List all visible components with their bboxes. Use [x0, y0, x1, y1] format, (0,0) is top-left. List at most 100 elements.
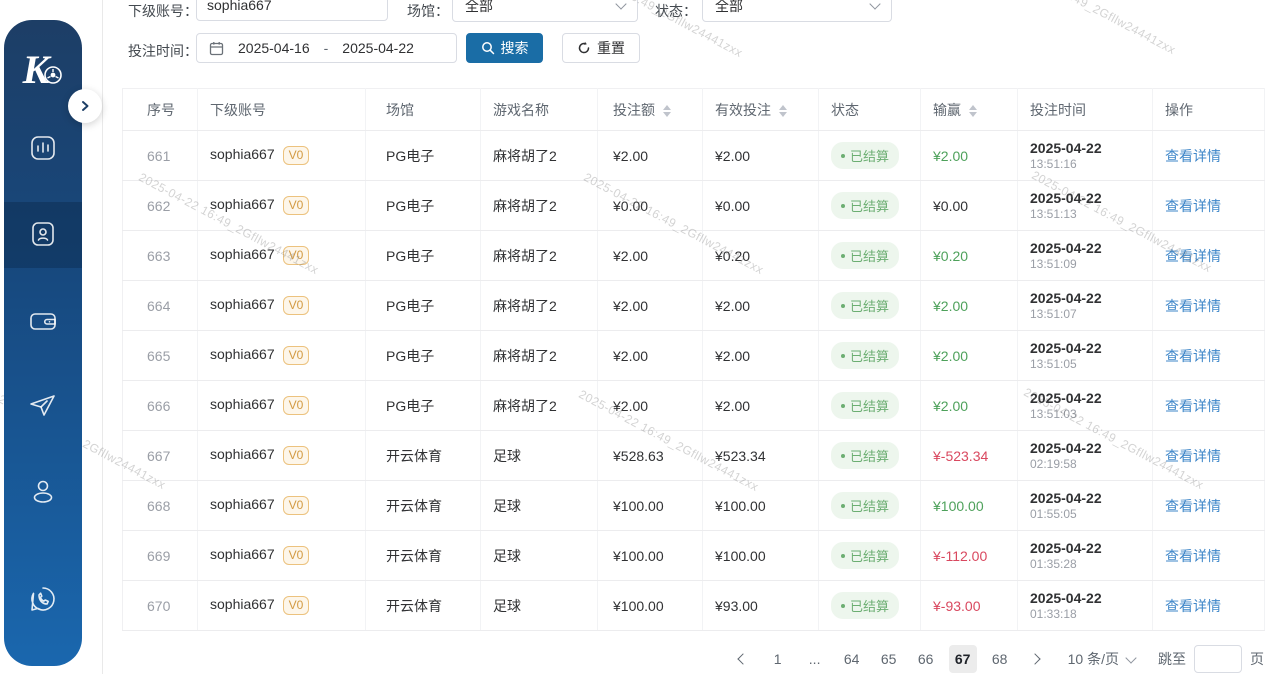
- status-label: 已结算: [850, 349, 890, 364]
- brand-logo[interactable]: K: [4, 42, 82, 98]
- cell-status: 已结算: [818, 430, 921, 481]
- page-number-65[interactable]: 65: [880, 651, 897, 667]
- cell-account: sophia667 V0: [197, 130, 366, 181]
- cell-bet-amount: ¥2.00: [597, 230, 703, 281]
- chevron-right-icon: [82, 101, 89, 111]
- cell-winloss: ¥2.00: [920, 330, 1018, 381]
- column-header: 投注时间: [1017, 88, 1153, 131]
- account-name: sophia667: [210, 446, 275, 462]
- cell-game-name: 麻将胡了2: [480, 180, 598, 231]
- view-details-link[interactable]: 查看详情: [1165, 297, 1221, 314]
- sidebar-item-members[interactable]: [4, 202, 82, 268]
- cell-bet-time: 2025-04-22 01:33:18: [1017, 580, 1153, 631]
- page-number-68[interactable]: 68: [991, 651, 1008, 667]
- level-badge: V0: [282, 296, 310, 315]
- bet-records-table: 序号 下级账号 场馆 游戏名称 投注额 有效投注 状态 输赢 投注时间 操作 661 sophia6…: [122, 88, 1265, 631]
- column-header[interactable]: 有效投注: [702, 88, 819, 131]
- cell-account: sophia667 V0: [197, 430, 366, 481]
- sidebar-item-wallet[interactable]: [4, 289, 82, 355]
- date-range-picker[interactable]: 2025-04-16 - 2025-04-22: [196, 33, 457, 63]
- bet-time: 13:51:09: [1030, 257, 1077, 271]
- search-icon: [481, 42, 494, 55]
- sidebar-item-promotion[interactable]: [4, 374, 82, 440]
- cell-action: 查看详情: [1152, 130, 1265, 181]
- status-label: 已结算: [850, 149, 890, 164]
- view-details-link[interactable]: 查看详情: [1165, 347, 1221, 364]
- logo-letter: K: [22, 47, 50, 92]
- bet-date: 2025-04-22: [1030, 390, 1102, 406]
- bet-time: 13:51:05: [1030, 357, 1077, 371]
- next-page-button[interactable]: [1023, 645, 1051, 673]
- view-details-link[interactable]: 查看详情: [1165, 147, 1221, 164]
- cell-venue: PG电子: [365, 230, 481, 281]
- prev-page-button[interactable]: [727, 645, 755, 673]
- sort-icon[interactable]: [969, 104, 977, 117]
- column-header[interactable]: 输赢: [920, 88, 1018, 131]
- sidebar-item-stats[interactable]: [4, 116, 82, 182]
- table-row: 670 sophia667 V0 开云体育 足球 ¥100.00 ¥93.00 已结算 ¥-93…: [122, 580, 1265, 631]
- cell-status: 已结算: [818, 180, 921, 231]
- page-number-67[interactable]: 67: [948, 645, 977, 673]
- status-select[interactable]: 全部: [702, 0, 892, 22]
- person-icon: [27, 476, 59, 511]
- view-details-link[interactable]: 查看详情: [1165, 247, 1221, 264]
- sidebar-item-support[interactable]: [4, 568, 82, 634]
- jump-page-input[interactable]: [1194, 645, 1242, 673]
- bet-date: 2025-04-22: [1030, 490, 1102, 506]
- cell-winloss: ¥0.20: [920, 230, 1018, 281]
- cell-game-name: 麻将胡了2: [480, 130, 598, 181]
- page-size-select[interactable]: 10 条/页: [1068, 649, 1137, 669]
- cell-action: 查看详情: [1152, 580, 1265, 631]
- status-label: 已结算: [850, 199, 890, 214]
- cell-row-number: 667: [122, 430, 198, 481]
- page-number-66[interactable]: 66: [917, 651, 934, 667]
- sidebar-expand-button[interactable]: [68, 89, 102, 123]
- watermark-text: 2025-04-22 16:49_2Gfllw24441zxx: [993, 0, 1179, 58]
- bet-date: 2025-04-22: [1030, 540, 1102, 556]
- view-details-link[interactable]: 查看详情: [1165, 597, 1221, 614]
- venue-select[interactable]: 全部: [452, 0, 638, 22]
- cell-valid-bet: ¥0.00: [702, 180, 819, 231]
- column-header[interactable]: 投注额: [597, 88, 703, 131]
- table-row: 666 sophia667 V0 PG电子 麻将胡了2 ¥2.00 ¥2.00 已结算 ¥2.0…: [122, 380, 1265, 431]
- cell-winloss: ¥100.00: [920, 480, 1018, 531]
- cell-row-number: 661: [122, 130, 198, 181]
- cell-venue: 开云体育: [365, 580, 481, 631]
- cell-status: 已结算: [818, 230, 921, 281]
- view-details-link[interactable]: 查看详情: [1165, 397, 1221, 414]
- cell-status: 已结算: [818, 380, 921, 431]
- search-button[interactable]: 搜索: [466, 33, 543, 63]
- level-badge: V0: [282, 346, 310, 365]
- page-number-1[interactable]: 1: [773, 651, 782, 667]
- cell-game-name: 足球: [480, 530, 598, 581]
- view-details-link[interactable]: 查看详情: [1165, 197, 1221, 214]
- cell-valid-bet: ¥0.20: [702, 230, 819, 281]
- phone-bubble-icon: [27, 584, 59, 619]
- column-header: 状态: [818, 88, 921, 131]
- cell-winloss: ¥-93.00: [920, 580, 1018, 631]
- sidebar: K: [4, 20, 82, 666]
- cell-status: 已结算: [818, 280, 921, 331]
- cell-action: 查看详情: [1152, 530, 1265, 581]
- view-details-link[interactable]: 查看详情: [1165, 547, 1221, 564]
- level-badge: V0: [282, 396, 310, 415]
- sort-icon[interactable]: [663, 104, 671, 117]
- bet-time: 01:33:18: [1030, 607, 1077, 621]
- sidebar-item-profile[interactable]: [4, 460, 82, 526]
- jump-label: 跳至: [1158, 651, 1186, 667]
- account-input[interactable]: sophia667: [196, 0, 388, 21]
- view-details-link[interactable]: 查看详情: [1165, 447, 1221, 464]
- cell-action: 查看详情: [1152, 380, 1265, 431]
- cell-game-name: 足球: [480, 480, 598, 531]
- page-number-64[interactable]: 64: [843, 651, 860, 667]
- view-details-link[interactable]: 查看详情: [1165, 497, 1221, 514]
- cell-winloss: ¥0.00: [920, 180, 1018, 231]
- table-row: 663 sophia667 V0 PG电子 麻将胡了2 ¥2.00 ¥0.20 已结算 ¥0.2…: [122, 230, 1265, 281]
- reset-button[interactable]: 重置: [562, 33, 640, 63]
- status-dot-icon: [841, 503, 845, 508]
- bet-date: 2025-04-22: [1030, 240, 1102, 256]
- sort-icon[interactable]: [779, 104, 787, 117]
- member-card-icon: [28, 219, 58, 252]
- account-name: sophia667: [210, 196, 275, 212]
- cell-valid-bet: ¥2.00: [702, 330, 819, 381]
